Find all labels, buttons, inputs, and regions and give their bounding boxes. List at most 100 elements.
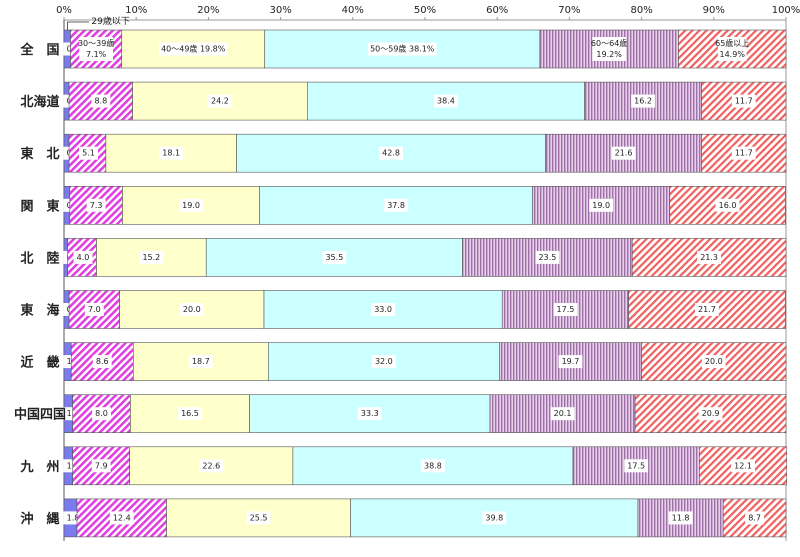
- data-label-bg: [91, 94, 111, 108]
- data-label: 25.5: [250, 513, 268, 522]
- data-label: 19.7: [562, 357, 580, 366]
- data-label-bg: [731, 459, 755, 473]
- data-label: 8.6: [96, 357, 109, 366]
- data-label-bg: [715, 198, 740, 212]
- data-label-bg: [371, 355, 396, 369]
- data-label-bg: [86, 198, 106, 212]
- data-label: 8.7: [748, 513, 761, 522]
- data-label: 17.5: [557, 305, 575, 314]
- data-label: 8.8: [94, 97, 107, 106]
- data-label: 19.2%: [596, 50, 622, 59]
- data-label-bg: [589, 198, 614, 212]
- data-label-bg: [92, 355, 112, 369]
- data-label-bg: [188, 355, 213, 369]
- data-label-bg: [79, 146, 98, 160]
- data-label: 60～64歳: [591, 38, 627, 48]
- data-label: 16.5: [181, 409, 199, 418]
- data-label: 14.9%: [720, 50, 746, 59]
- data-label-bg: [592, 37, 626, 61]
- data-label: 40～49歳 19.8%: [161, 44, 226, 54]
- bar-segment: [701, 133, 787, 173]
- category-label: 東 海: [20, 303, 59, 319]
- category-label: 中国四国: [14, 407, 66, 423]
- data-label: 4.0: [77, 253, 90, 262]
- annotation-leader-line: [67, 21, 90, 30]
- x-tick-label: 100%: [772, 5, 800, 16]
- data-label: 11.7: [735, 149, 753, 158]
- data-label: 12.4: [113, 513, 131, 522]
- x-tick-label: 10%: [125, 5, 147, 16]
- data-label: 7.0: [88, 305, 101, 314]
- data-label: 16.2: [634, 97, 652, 106]
- bar-segment: [68, 290, 120, 329]
- data-label-bg: [698, 407, 723, 421]
- data-label: 12.1: [734, 461, 752, 470]
- data-label-bg: [246, 511, 271, 525]
- data-label-bg: [357, 407, 382, 421]
- data-label: 38.8: [424, 461, 442, 470]
- data-label: 42.8: [382, 149, 400, 158]
- data-label-bg: [159, 146, 184, 160]
- data-label: 20.9: [702, 409, 720, 418]
- data-label-bg: [701, 355, 726, 369]
- data-label-bg: [73, 250, 93, 264]
- data-label: 1.8: [67, 513, 80, 522]
- data-label-bg: [745, 511, 765, 525]
- data-label-bg: [421, 459, 445, 473]
- data-label: 30～39歳: [78, 38, 114, 48]
- category-label: 近 畿: [20, 355, 59, 371]
- category-label: 北海道: [20, 94, 59, 110]
- data-label-bg: [624, 459, 649, 473]
- data-label: 24.2: [211, 97, 229, 106]
- data-label-bg: [79, 37, 114, 61]
- x-tick-label: 20%: [197, 5, 219, 16]
- data-label-bg: [731, 94, 756, 108]
- data-label-bg: [384, 198, 409, 212]
- data-label: 21.3: [700, 253, 718, 262]
- x-tick-label: 0%: [56, 5, 72, 16]
- data-label: 22.6: [202, 461, 220, 470]
- data-label-bg: [553, 303, 578, 316]
- data-label: 19.0: [182, 201, 200, 210]
- data-label-bg: [697, 250, 722, 264]
- data-label: 23.5: [538, 253, 556, 262]
- category-label: 沖 縄: [20, 511, 59, 527]
- x-tick-label: 80%: [630, 5, 652, 16]
- data-label-bg: [199, 459, 224, 473]
- data-label-bg: [631, 94, 655, 108]
- data-label: 33.3: [361, 409, 379, 418]
- data-label: 37.8: [387, 201, 405, 210]
- category-label: 北 陸: [20, 250, 59, 266]
- data-label: 35.5: [325, 253, 343, 262]
- x-tick-label: 90%: [703, 5, 725, 16]
- data-label: 18.7: [192, 357, 210, 366]
- category-label: 関 東: [20, 198, 59, 214]
- data-label: 15.2: [142, 253, 160, 262]
- data-label-bg: [368, 42, 437, 56]
- data-label-bg: [550, 407, 575, 421]
- data-label-bg: [179, 303, 204, 316]
- data-label-bg: [371, 303, 396, 316]
- annotation-label: 29歳以下: [91, 15, 129, 27]
- data-label-bg: [84, 303, 104, 316]
- data-label-bg: [668, 511, 693, 525]
- x-tick-label: 30%: [269, 5, 291, 16]
- data-label: 5.1: [82, 149, 95, 158]
- data-label-bg: [109, 511, 134, 525]
- data-label-bg: [717, 37, 747, 61]
- data-label: 21.7: [698, 305, 716, 314]
- x-tick-label: 70%: [558, 5, 580, 16]
- category-label: 東 北: [20, 146, 59, 162]
- data-label-bg: [322, 250, 347, 264]
- data-label: 8.0: [95, 409, 108, 418]
- data-label-bg: [179, 198, 203, 212]
- data-label-bg: [158, 42, 228, 56]
- x-tick-label: 50%: [414, 5, 436, 16]
- data-label-bg: [91, 459, 111, 473]
- data-label-bg: [139, 250, 164, 264]
- data-label: 18.1: [162, 149, 180, 158]
- data-label-bg: [482, 511, 507, 525]
